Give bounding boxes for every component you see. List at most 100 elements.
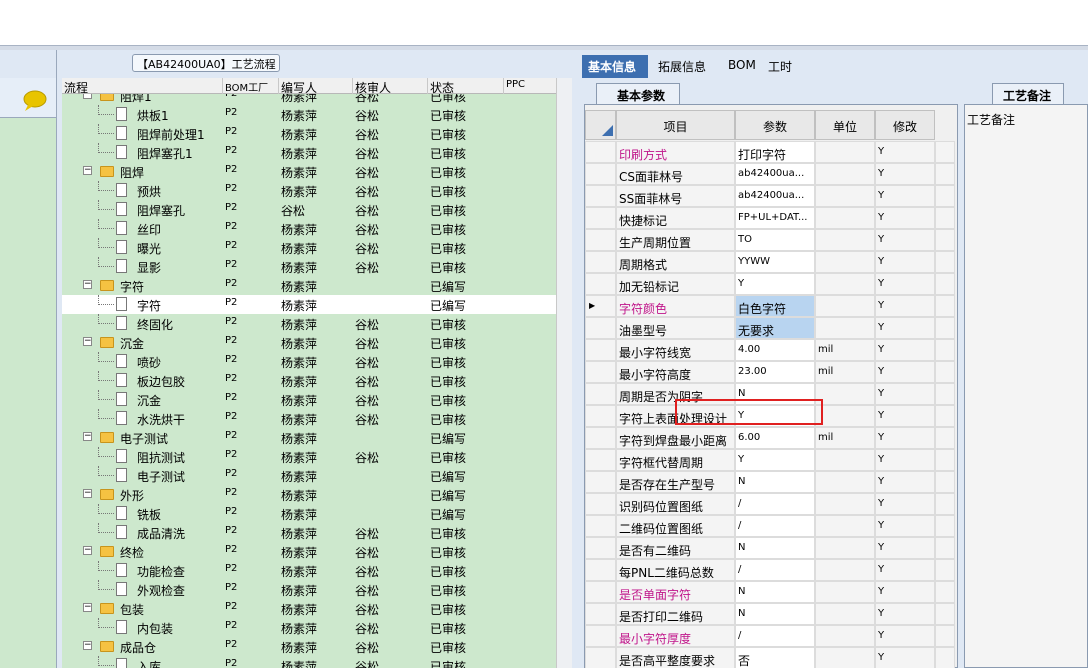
splitter[interactable] <box>572 50 580 668</box>
grid-cell-param[interactable]: / <box>735 559 815 581</box>
grid-cell-unit[interactable] <box>815 449 875 471</box>
row-selector[interactable] <box>585 229 616 251</box>
row-selector[interactable] <box>585 361 616 383</box>
grid-cell-modify[interactable]: Y <box>875 581 935 603</box>
row-selector[interactable] <box>585 603 616 625</box>
tree-folder-row[interactable]: − 电子测试 P2 杨素萍 已编写 <box>62 428 556 447</box>
row-selector[interactable] <box>585 339 616 361</box>
grid-column-header[interactable]: 项目 <box>616 110 735 140</box>
grid-cell-item[interactable]: 生产周期位置 <box>616 229 735 251</box>
grid-cell-modify[interactable]: Y <box>875 185 935 207</box>
splitter[interactable] <box>57 50 62 668</box>
tree-folder-row[interactable]: − 阻焊 P2 杨素萍 谷松 已审核 <box>62 162 556 181</box>
grid-cell-item[interactable]: 最小字符线宽 <box>616 339 735 361</box>
tree-row[interactable]: 板边包胶 P2 杨素萍 谷松 已审核 <box>62 371 556 390</box>
expander[interactable]: − <box>83 641 92 650</box>
grid-cell-unit[interactable] <box>815 141 875 163</box>
grid-cell-unit[interactable] <box>815 471 875 493</box>
grid-cell-unit[interactable] <box>815 295 875 317</box>
grid-cell-param[interactable]: Y <box>735 405 815 427</box>
tree-row[interactable]: 功能检查 P2 杨素萍 谷松 已审核 <box>62 561 556 580</box>
grid-cell-param[interactable]: N <box>735 581 815 603</box>
row-selector[interactable]: ▶ <box>585 295 616 317</box>
grid-cell-param[interactable]: Y <box>735 449 815 471</box>
grid-cell-item[interactable]: CS面菲林号 <box>616 163 735 185</box>
grid-cell-param[interactable]: N <box>735 471 815 493</box>
grid-cell-unit[interactable]: mil <box>815 361 875 383</box>
expander[interactable]: − <box>83 166 92 175</box>
tree-row[interactable]: 预烘 P2 杨素萍 谷松 已审核 <box>62 181 556 200</box>
grid-cell-unit[interactable] <box>815 185 875 207</box>
tree-row[interactable]: 曝光 P2 杨素萍 谷松 已审核 <box>62 238 556 257</box>
grid-cell-unit[interactable] <box>815 537 875 559</box>
grid-cell-item[interactable]: 字符框代替周期 <box>616 449 735 471</box>
row-selector[interactable] <box>585 383 616 405</box>
grid-cell-item[interactable]: 字符到焊盘最小距离 <box>616 427 735 449</box>
tree-folder-row[interactable]: − 成品仓 P2 杨素萍 谷松 已审核 <box>62 637 556 656</box>
row-selector[interactable] <box>585 207 616 229</box>
tab[interactable]: BOM <box>722 55 758 78</box>
tree-folder-row[interactable]: − 字符 P2 杨素萍 已编写 <box>62 276 556 295</box>
grid-cell-param[interactable]: N <box>735 603 815 625</box>
grid-cell-param[interactable]: / <box>735 493 815 515</box>
grid-cell-modify[interactable]: Y <box>875 229 935 251</box>
grid-cell-modify[interactable]: Y <box>875 625 935 647</box>
grid-cell-unit[interactable]: mil <box>815 427 875 449</box>
tree-folder-row[interactable]: − 阻焊1 P2 杨素萍 谷松 已审核 <box>62 94 556 105</box>
grid-cell-modify[interactable]: Y <box>875 603 935 625</box>
tree-row[interactable]: 终固化 P2 杨素萍 谷松 已审核 <box>62 314 556 333</box>
tree-folder-row[interactable]: − 包装 P2 杨素萍 谷松 已审核 <box>62 599 556 618</box>
grid-cell-item[interactable]: 油墨型号 <box>616 317 735 339</box>
tab[interactable]: 基本信息 <box>582 55 648 78</box>
grid-cell-modify[interactable]: Y <box>875 383 935 405</box>
grid-cell-unit[interactable] <box>815 581 875 603</box>
row-selector[interactable] <box>585 493 616 515</box>
notes-tab[interactable]: 工艺备注 <box>992 83 1064 104</box>
row-selector[interactable] <box>585 141 616 163</box>
row-selector[interactable] <box>585 317 616 339</box>
grid-cell-item[interactable]: 是否单面字符 <box>616 581 735 603</box>
row-selector[interactable] <box>585 471 616 493</box>
grid-cell-item[interactable]: 是否有二维码 <box>616 537 735 559</box>
grid-cell-param[interactable]: 否 <box>735 647 815 668</box>
grid-cell-item[interactable]: 识别码位置图纸 <box>616 493 735 515</box>
grid-cell-modify[interactable]: Y <box>875 449 935 471</box>
grid-cell-item[interactable]: SS面菲林号 <box>616 185 735 207</box>
tree-row[interactable]: 字符 P2 杨素萍 已编写 <box>62 295 556 314</box>
grid-cell-unit[interactable] <box>815 625 875 647</box>
grid-cell-modify[interactable]: Y <box>875 427 935 449</box>
grid-cell-param[interactable]: N <box>735 537 815 559</box>
grid-cell-modify[interactable]: Y <box>875 273 935 295</box>
grid-cell-item[interactable]: 是否高平整度要求 <box>616 647 735 668</box>
tree-row[interactable]: 显影 P2 杨素萍 谷松 已审核 <box>62 257 556 276</box>
grid-cell-modify[interactable]: Y <box>875 515 935 537</box>
expander[interactable]: − <box>83 489 92 498</box>
row-selector[interactable] <box>585 427 616 449</box>
expander[interactable]: − <box>83 337 92 346</box>
grid-cell-item[interactable]: 是否存在生产型号 <box>616 471 735 493</box>
row-selector[interactable] <box>585 251 616 273</box>
row-selector[interactable] <box>585 185 616 207</box>
grid-cell-unit[interactable] <box>815 273 875 295</box>
tree-title-tab[interactable]: 【AB42400UA0】工艺流程 <box>132 54 280 72</box>
expander[interactable]: − <box>83 94 92 99</box>
grid-cell-modify[interactable]: Y <box>875 361 935 383</box>
grid-cell-unit[interactable] <box>815 251 875 273</box>
tree-folder-row[interactable]: − 外形 P2 杨素萍 已编写 <box>62 485 556 504</box>
grid-cell-item[interactable]: 加无铅标记 <box>616 273 735 295</box>
tree-row[interactable]: 丝印 P2 杨素萍 谷松 已审核 <box>62 219 556 238</box>
grid-cell-modify[interactable]: Y <box>875 141 935 163</box>
tree-row[interactable]: 阻焊前处理1 P2 杨素萍 谷松 已审核 <box>62 124 556 143</box>
grid-cell-param[interactable]: 4.00 <box>735 339 815 361</box>
expander[interactable]: − <box>83 280 92 289</box>
expander[interactable]: − <box>83 603 92 612</box>
tree-row[interactable]: 外观检查 P2 杨素萍 谷松 已审核 <box>62 580 556 599</box>
row-selector[interactable] <box>585 537 616 559</box>
grid-cell-modify[interactable]: Y <box>875 405 935 427</box>
grid-cell-item[interactable]: 最小字符高度 <box>616 361 735 383</box>
grid-cell-item[interactable]: 最小字符厚度 <box>616 625 735 647</box>
row-selector[interactable] <box>585 163 616 185</box>
grid-cell-unit[interactable]: mil <box>815 339 875 361</box>
tree-row[interactable]: 阻焊塞孔 P2 谷松 谷松 已审核 <box>62 200 556 219</box>
grid-cell-modify[interactable]: Y <box>875 295 935 317</box>
